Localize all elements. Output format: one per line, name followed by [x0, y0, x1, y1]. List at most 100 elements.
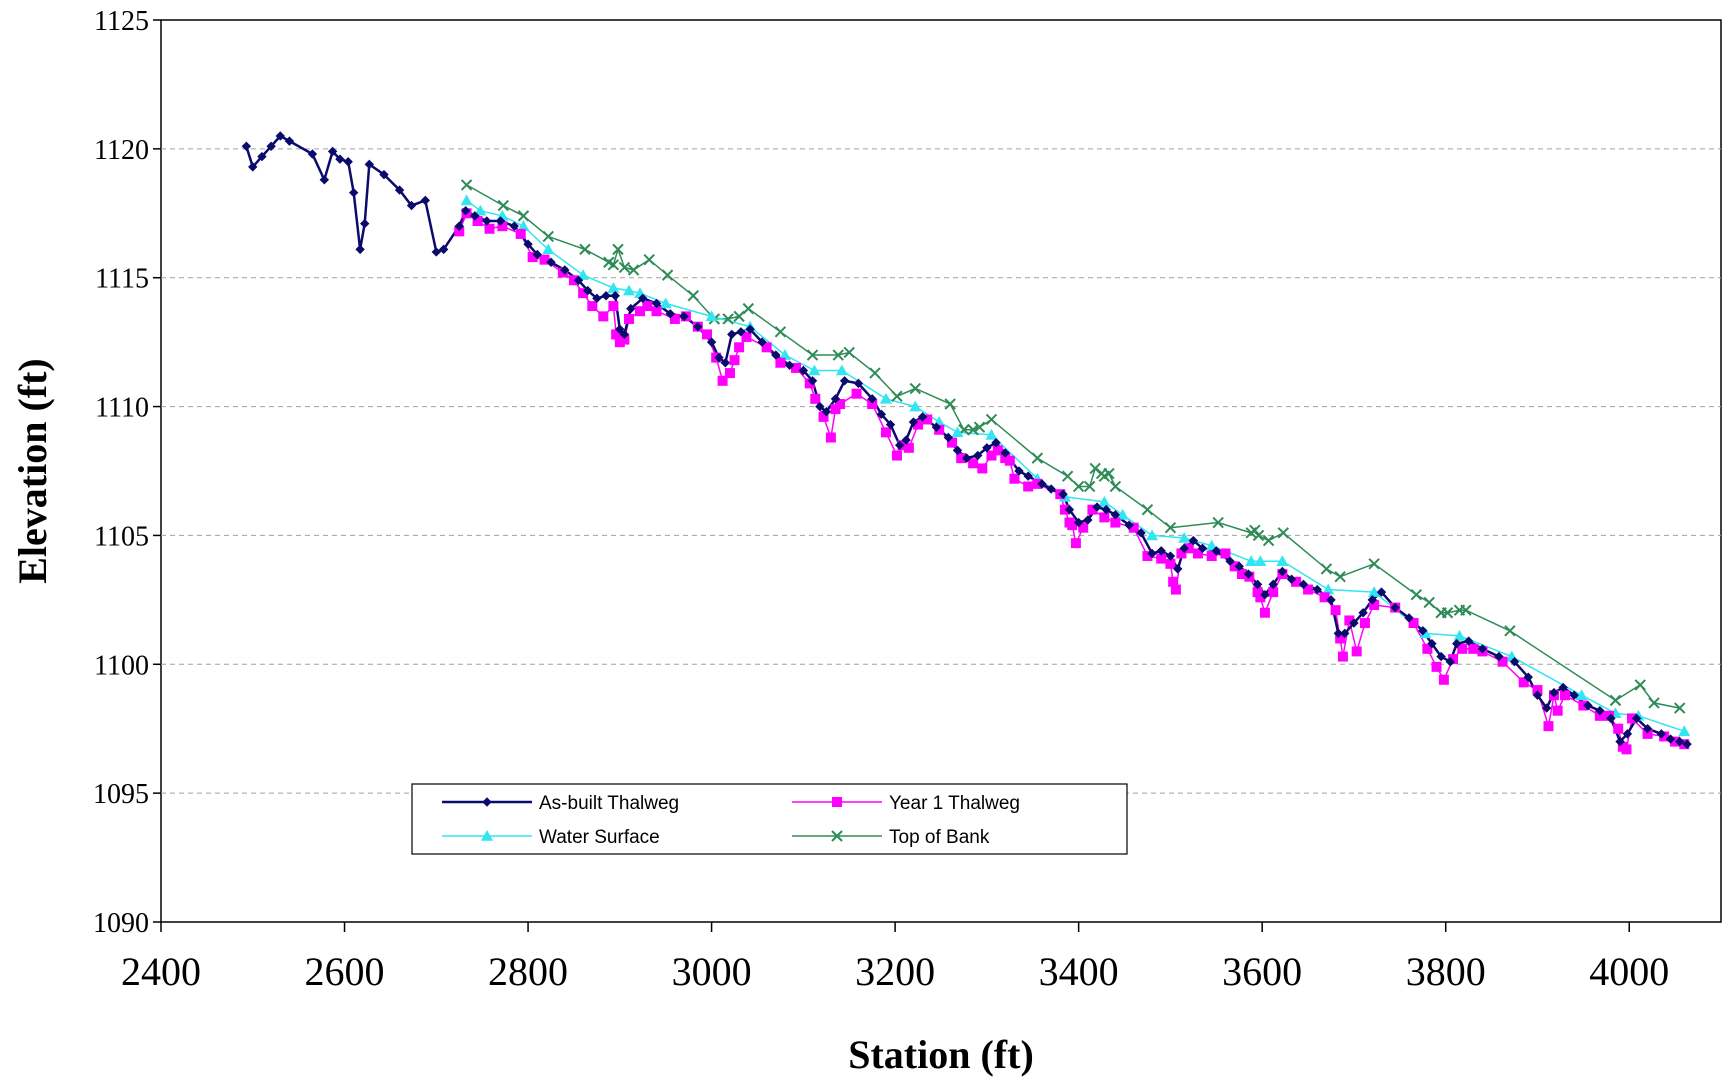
data-point — [1665, 734, 1676, 744]
data-point — [284, 136, 295, 146]
data-point — [1176, 548, 1187, 559]
data-point — [815, 401, 825, 412]
data-point — [1642, 728, 1653, 739]
data-point — [1337, 651, 1348, 662]
data-point — [1344, 615, 1355, 626]
data-point — [1673, 702, 1686, 714]
data-point — [909, 400, 922, 412]
data-point — [972, 450, 983, 461]
data-point — [1014, 466, 1024, 476]
data-point — [832, 349, 844, 361]
data-point — [623, 284, 635, 296]
data-point — [454, 221, 464, 231]
data-point — [679, 311, 689, 322]
data-point — [497, 199, 509, 212]
data-point — [1320, 563, 1333, 575]
x-marker-stroke — [1673, 702, 1686, 714]
data-point — [867, 398, 878, 409]
data-point — [982, 443, 992, 453]
plot-area — [160, 19, 1722, 923]
x-marker-stroke — [973, 421, 986, 433]
data-point — [1634, 679, 1646, 691]
legend-item-year-1-thalweg: Year 1 Thalweg — [792, 793, 1020, 814]
data-point — [717, 375, 728, 386]
legend-item-top-of-bank: Top of Bank — [792, 827, 990, 848]
data-point — [527, 252, 538, 263]
data-point — [1678, 725, 1691, 737]
data-point — [1532, 690, 1543, 700]
data-point — [729, 355, 740, 366]
data-point — [1445, 657, 1456, 667]
data-point — [1061, 470, 1074, 482]
data-point — [1037, 479, 1047, 489]
x-marker-stroke — [733, 310, 745, 323]
data-point — [1165, 558, 1176, 569]
x-marker-stroke — [774, 326, 787, 338]
data-point — [808, 364, 821, 376]
data-point — [1291, 576, 1302, 587]
x-marker-stroke — [1368, 558, 1380, 570]
data-point — [1128, 522, 1139, 533]
gridlines — [161, 148, 1721, 794]
data-point — [1441, 607, 1454, 619]
x-tick-label: 4000 — [1589, 949, 1669, 994]
x-marker-stroke — [1061, 470, 1074, 482]
data-point — [1523, 672, 1534, 682]
data-point — [720, 358, 731, 368]
data-point — [967, 424, 979, 436]
data-point — [335, 154, 345, 164]
data-point — [951, 426, 964, 438]
legend-marker — [481, 830, 493, 841]
data-point — [542, 243, 555, 255]
data-point — [761, 342, 772, 353]
x-marker-stroke — [1089, 462, 1101, 475]
data-point — [1390, 602, 1400, 613]
x-marker-stroke — [1277, 527, 1289, 539]
data-point — [894, 440, 905, 450]
x-marker-stroke — [832, 349, 844, 361]
data-point — [470, 211, 480, 221]
data-point — [573, 275, 584, 285]
x-marker-stroke — [1031, 452, 1044, 464]
data-point — [977, 463, 988, 474]
data-point — [869, 367, 881, 379]
x-marker-stroke — [806, 349, 819, 361]
data-point — [1532, 685, 1543, 696]
data-point — [1211, 546, 1222, 556]
legend-label: Water Surface — [539, 827, 660, 848]
data-point — [1103, 467, 1115, 480]
x-marker-stroke — [627, 264, 640, 276]
data-point — [947, 437, 958, 448]
data-point — [1552, 705, 1563, 716]
data-point — [509, 221, 520, 231]
data-point — [1277, 527, 1289, 539]
data-point — [1518, 677, 1529, 688]
data-point — [610, 291, 620, 301]
data-point — [517, 210, 530, 222]
data-point — [560, 265, 570, 275]
x-tick-label: 2800 — [488, 949, 568, 994]
data-point — [1083, 515, 1093, 525]
data-point — [546, 257, 556, 267]
data-point — [454, 226, 465, 237]
data-point — [1262, 534, 1275, 547]
data-point — [643, 253, 655, 266]
data-point — [961, 453, 972, 463]
data-point — [364, 159, 375, 170]
data-point — [1146, 529, 1159, 541]
y-tick-label: 1115 — [95, 264, 149, 295]
series-points-as-built-thalweg — [241, 131, 1692, 749]
x-marker-stroke — [1410, 588, 1423, 601]
data-point — [420, 195, 430, 206]
data-point — [608, 301, 619, 312]
data-point — [779, 349, 791, 360]
data-point — [1109, 480, 1122, 493]
data-point — [626, 303, 636, 314]
data-point — [635, 306, 646, 317]
x-marker-stroke — [891, 390, 903, 402]
data-point — [431, 247, 442, 257]
data-point — [917, 412, 928, 422]
y-tick-label: 1125 — [94, 6, 149, 37]
data-point — [1234, 561, 1244, 572]
data-point — [830, 394, 841, 404]
